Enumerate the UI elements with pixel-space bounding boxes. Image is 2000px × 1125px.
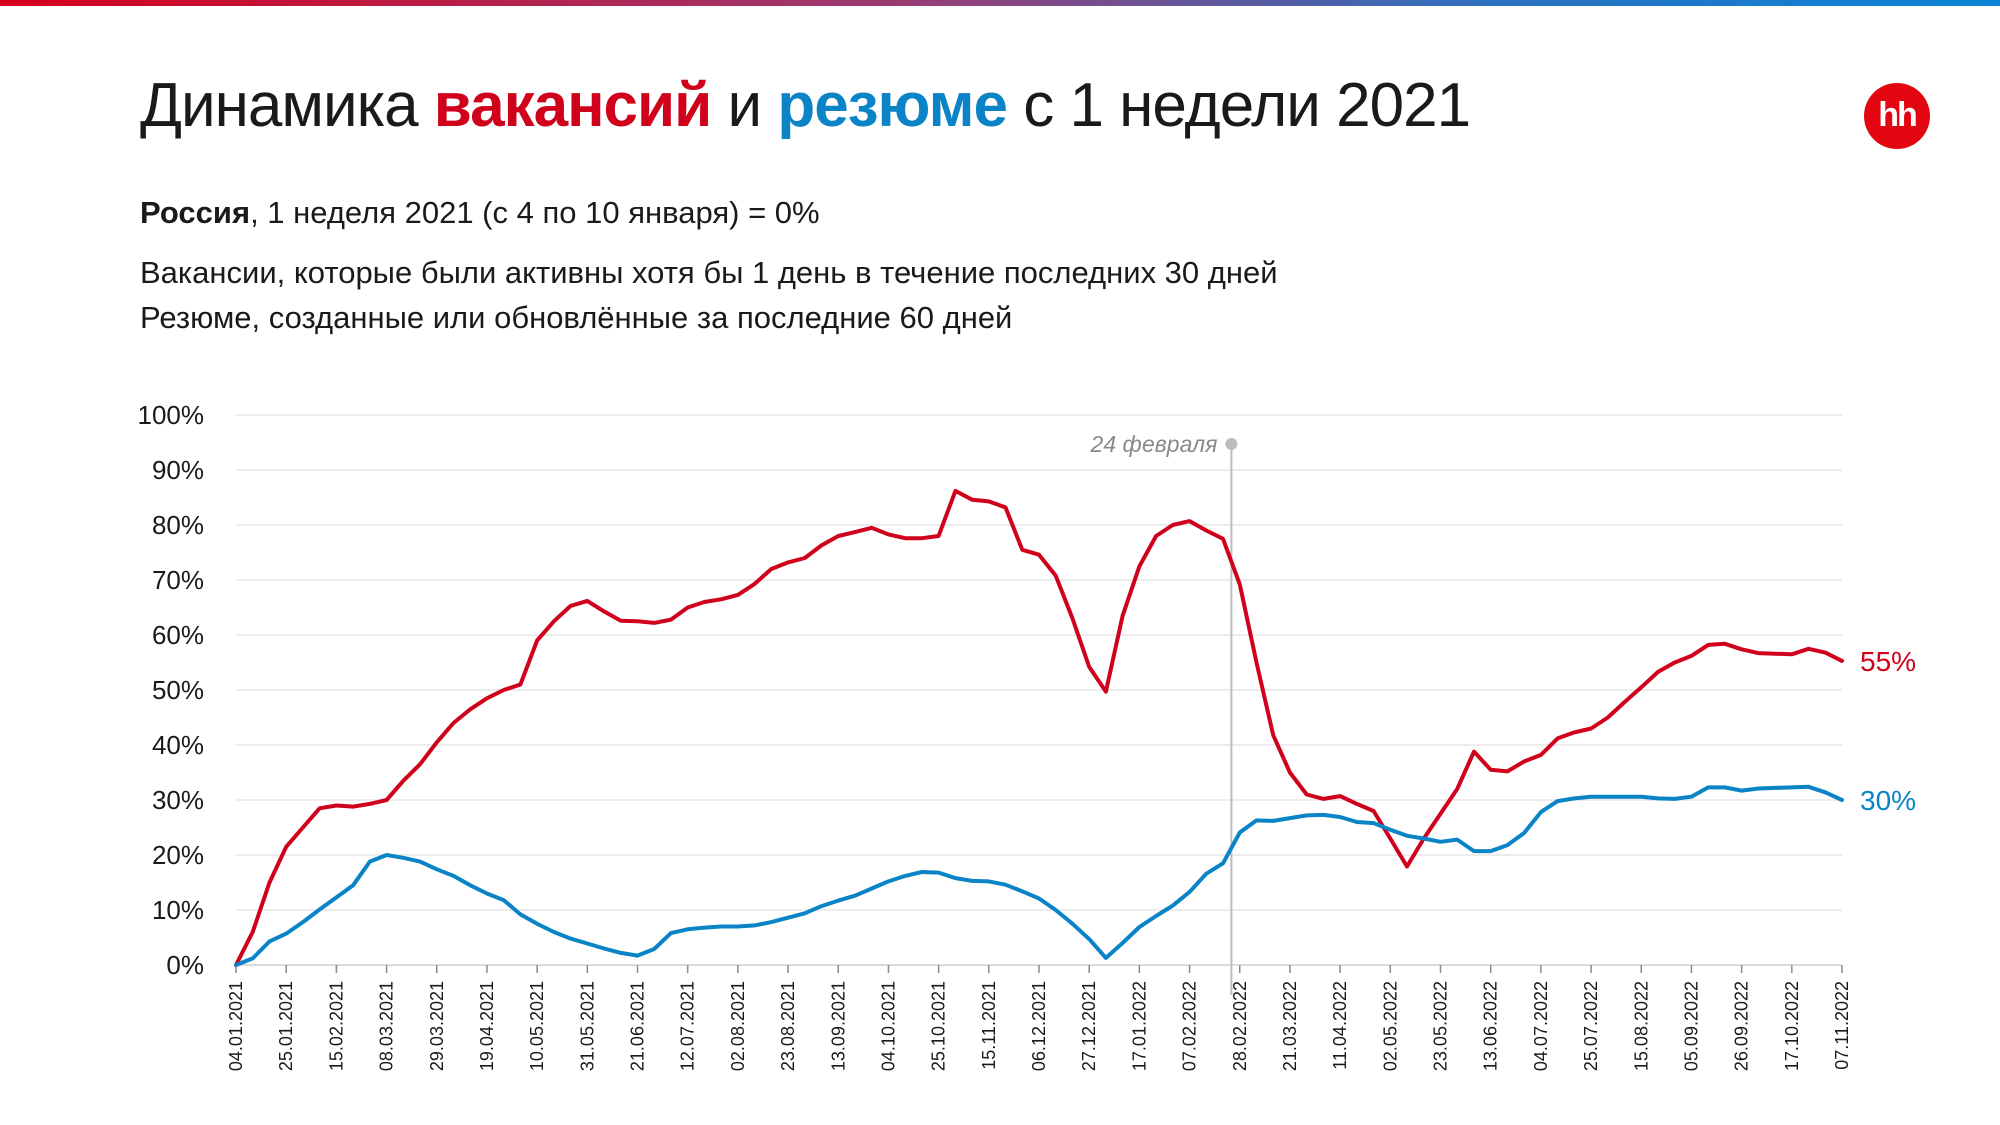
x-tick-label: 04.01.2021 [226,981,246,1071]
y-tick-label: 10% [152,895,204,925]
x-tick-label: 06.12.2021 [1029,981,1049,1071]
y-tick-label: 90% [152,455,204,485]
x-tick-label: 21.06.2021 [628,981,648,1071]
x-tick-label: 15.02.2021 [326,981,346,1071]
region-name: Россия [140,195,251,230]
x-tick-label: 25.01.2021 [276,981,296,1071]
hh-logo: hh [1864,83,1930,149]
page-title: Динамика вакансий и резюме с 1 недели 20… [140,70,1471,141]
x-tick-label: 02.08.2021 [728,981,748,1071]
event-marker-dot [1225,438,1238,450]
y-tick-label: 0% [166,950,204,980]
x-tick-label: 26.09.2022 [1732,981,1752,1071]
x-tick-label: 28.02.2022 [1230,981,1250,1071]
x-tick-label: 11.04.2022 [1330,981,1350,1070]
title-suffix: с 1 недели 2021 [1007,71,1471,140]
x-tick-label: 04.07.2022 [1531,981,1551,1071]
x-tick-label: 17.10.2022 [1782,981,1802,1071]
x-tick-label: 27.12.2021 [1079,981,1099,1071]
y-tick-label: 20% [152,840,204,870]
region-subtitle: Россия, 1 неделя 2021 (с 4 по 10 января)… [140,195,820,231]
title-prefix: Динамика [140,71,434,140]
y-tick-label: 50% [152,675,204,705]
x-tick-label: 07.11.2022 [1832,981,1852,1070]
x-tick-label: 08.03.2021 [377,981,397,1071]
x-tick-label: 12.07.2021 [678,981,698,1071]
y-tick-label: 100% [138,400,205,430]
x-tick-label: 17.01.2022 [1129,981,1149,1071]
x-tick-label: 23.05.2022 [1431,981,1451,1071]
x-tick-label: 02.05.2022 [1380,981,1400,1071]
y-tick-label: 70% [152,565,204,595]
event-marker-label: 24 февраля [1090,431,1218,457]
vacancies-series-line [234,488,1844,967]
x-tick-label: 29.03.2021 [427,981,447,1071]
y-tick-label: 40% [152,730,204,760]
region-baseline: , 1 неделя 2021 (с 4 по 10 января) = 0% [250,195,820,230]
vacancies-end-label: 55% [1860,646,1916,677]
x-tick-label: 05.09.2022 [1681,981,1701,1071]
resumes-end-label: 30% [1860,785,1916,816]
x-tick-label: 25.07.2022 [1581,981,1601,1071]
y-tick-label: 30% [152,785,204,815]
x-tick-label: 21.03.2022 [1280,981,1300,1071]
x-tick-label: 15.08.2022 [1631,981,1651,1071]
x-tick-label: 13.09.2021 [828,981,848,1071]
x-tick-label: 19.04.2021 [477,981,497,1071]
y-tick-label: 80% [152,510,204,540]
x-tick-label: 23.08.2021 [778,981,798,1071]
resumes-series-line [234,784,1844,967]
title-and: и [711,71,778,140]
vacancies-definition: Вакансии, которые были активны хотя бы 1… [140,255,1278,290]
y-tick-label: 60% [152,620,204,650]
x-tick-label: 25.10.2021 [929,981,949,1071]
x-tick-label: 04.10.2021 [878,981,898,1071]
x-tick-label: 31.05.2021 [577,981,597,1071]
title-vacancies: вакансий [433,71,712,140]
top-accent-bar [0,0,2000,6]
x-tick-label: 15.11.2021 [979,981,999,1070]
x-tick-label: 13.06.2022 [1481,981,1501,1071]
x-tick-label: 07.02.2022 [1180,981,1200,1071]
resumes-definition: Резюме, созданные или обновлённые за пос… [140,300,1013,335]
x-tick-label: 10.05.2021 [527,981,547,1071]
title-resumes: резюме [777,71,1008,140]
